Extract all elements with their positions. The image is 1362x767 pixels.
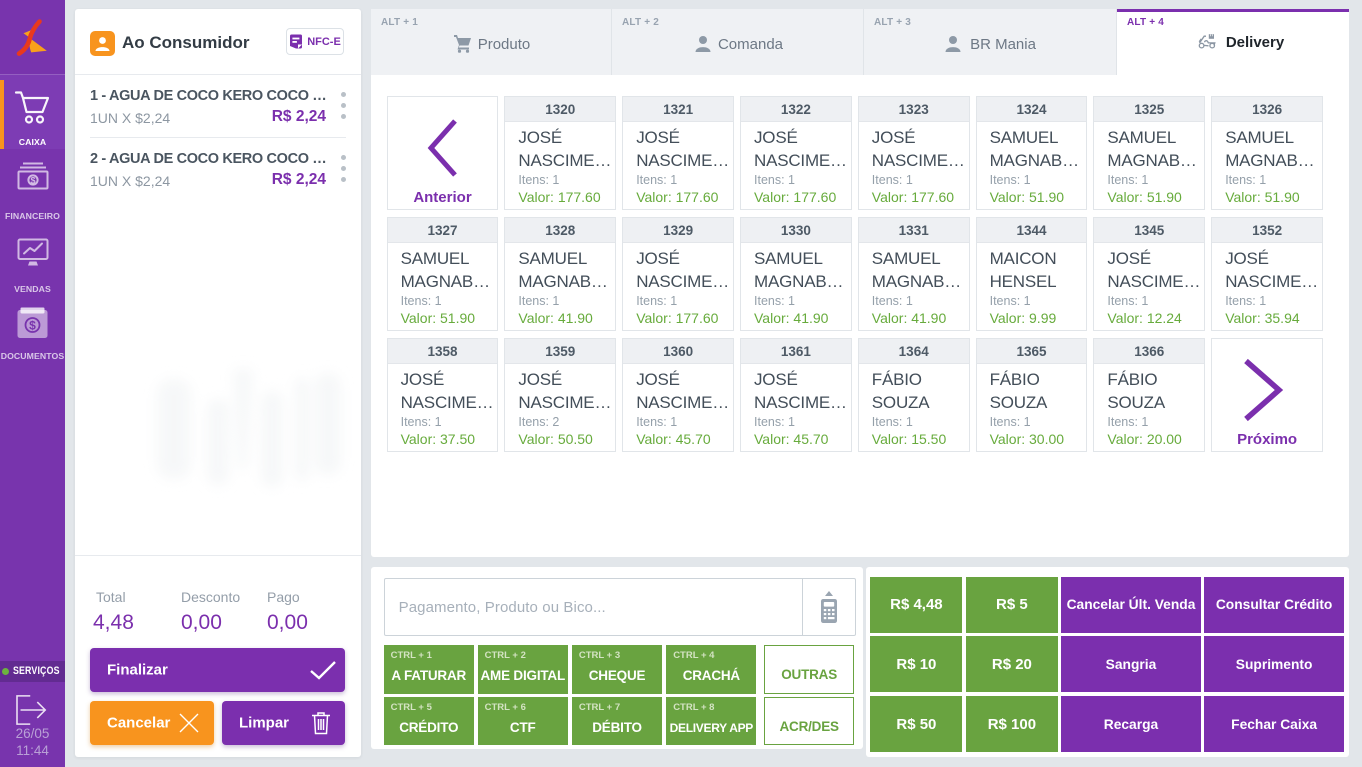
svg-text:$: $ xyxy=(30,175,35,185)
svg-text:$: $ xyxy=(29,319,36,333)
